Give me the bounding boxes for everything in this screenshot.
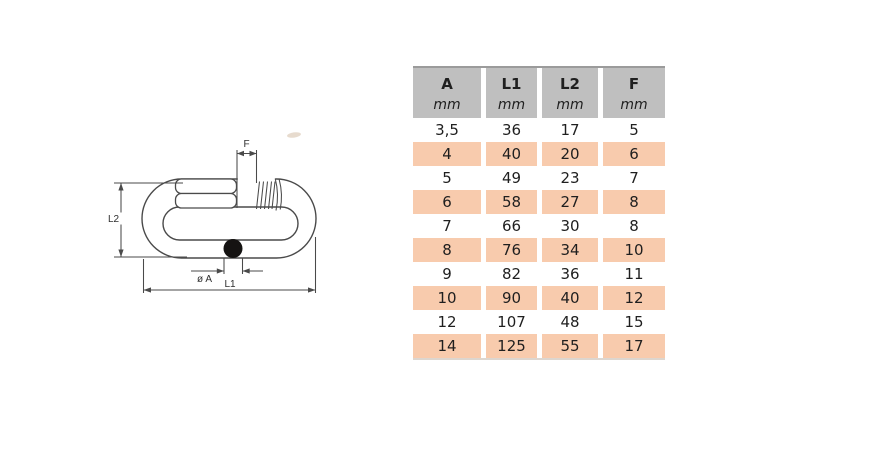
header-label: A [441,75,453,93]
table-cell: 8 [413,238,481,262]
lock-nut [174,178,238,209]
table-cell: 14 [413,334,481,358]
table-cell: 4 [413,142,481,166]
table-cell: 58 [481,190,537,214]
header-cell-f: F mm [598,68,665,118]
table-cell: 7 [413,214,481,238]
header-unit: mm [556,97,584,113]
table-row: 12 107 48 15 [413,310,665,334]
table-cell: 34 [537,238,598,262]
table-cell: 8 [598,190,665,214]
table-cell: 11 [598,262,665,286]
table-cell: 23 [537,166,598,190]
table-cell: 17 [537,118,598,142]
table-row: 3,5 36 17 5 [413,118,665,142]
table-cell: 48 [537,310,598,334]
table-cell: 40 [537,286,598,310]
table-cell: 10 [413,286,481,310]
table-cell: 8 [598,214,665,238]
header-cell-l2: L2 mm [537,68,598,118]
table-cell: 27 [537,190,598,214]
dimension-l2: L2 [104,182,187,258]
dim-label-l2: L2 [108,214,120,225]
dim-label-l1: L1 [224,279,236,290]
table-cell: 66 [481,214,537,238]
header-cell-a: A mm [413,68,481,118]
header-unit: mm [497,97,526,113]
table-cell: 3,5 [413,118,481,142]
table-row: 14 125 55 17 [413,334,665,358]
table-cell: 6 [598,142,665,166]
table-cell: 36 [481,118,537,142]
table-row: 5 49 23 7 [413,166,665,190]
table-row: 7 66 30 8 [413,214,665,238]
table-row: 6 58 27 8 [413,190,665,214]
table-cell: 20 [537,142,598,166]
table-top-border [413,66,665,68]
table-row: 9 82 36 11 [413,262,665,286]
dimensions-table: A mm L1 mm L2 mm F mm [413,66,665,360]
table-cell: 17 [598,334,665,358]
inner-body-outline [162,206,299,241]
table-cell: 12 [413,310,481,334]
table-cell: 7 [598,166,665,190]
header-label: L2 [560,75,580,93]
header-cell-l1: L1 mm [481,68,537,118]
table-cell: 6 [413,190,481,214]
header-label: F [628,75,640,93]
table-cell: 107 [481,310,537,334]
table-row: 10 90 40 12 [413,286,665,310]
table-cell: 55 [537,334,598,358]
table-cell: 10 [598,238,665,262]
table-cell: 15 [598,310,665,334]
table-cell: 82 [481,262,537,286]
table-row: 8 76 34 10 [413,238,665,262]
table-cell: 12 [598,286,665,310]
table-row: 4 40 20 6 [413,142,665,166]
table-cell: 9 [413,262,481,286]
dim-label-f: F [243,139,249,150]
dim-label-diameter-a: ø A [197,274,212,285]
table-cell: 5 [413,166,481,190]
link-body [141,173,317,259]
dimension-l1: L1 [142,237,317,293]
table-cell: 76 [481,238,537,262]
table-header-row: A mm L1 mm L2 mm F mm [413,68,665,118]
header-label: L1 [501,75,522,93]
header-unit: mm [620,97,648,113]
wire-section-dot [223,239,243,258]
header-unit: mm [433,97,461,113]
table-cell: 36 [537,262,598,286]
table-cell: 40 [481,142,537,166]
smudge-mark [287,132,301,138]
table-bottom-border [413,358,665,360]
table-cell: 30 [537,214,598,238]
dimension-diameter-a: ø A [191,258,263,285]
dimension-f: F [236,139,258,208]
table-cell: 125 [481,334,537,358]
table-cell: 49 [481,166,537,190]
thread-coil [255,178,282,211]
table-cell: 5 [598,118,665,142]
table-cell: 90 [481,286,537,310]
